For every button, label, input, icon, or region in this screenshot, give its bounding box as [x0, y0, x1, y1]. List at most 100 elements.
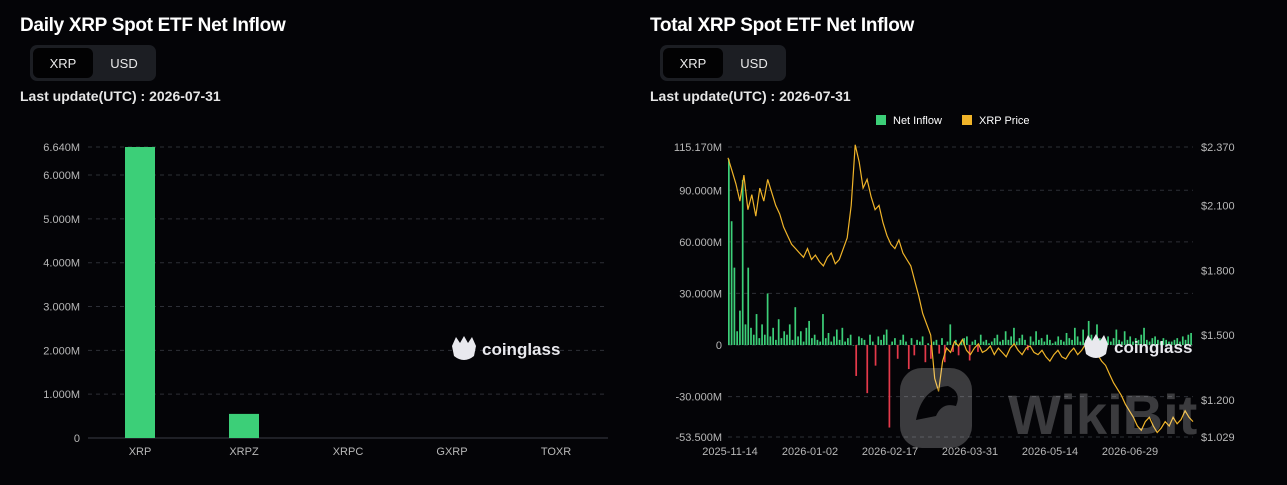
total-inflow-bar: [905, 341, 907, 346]
daily-bar: [229, 413, 259, 438]
total-x-tick-label: 2025-11-14: [702, 446, 757, 458]
total-inflow-bar: [891, 341, 894, 346]
total-inflow-bar: [1073, 327, 1076, 346]
total-inflow-bar: [1079, 341, 1082, 346]
total-inflow-bar: [1109, 341, 1112, 346]
total-inflow-bar: [1112, 338, 1115, 346]
total-inflow-bar: [1015, 341, 1018, 346]
total-inflow-bar: [769, 336, 772, 346]
total-inflow-bar: [993, 338, 996, 346]
total-inflow-bar: [1076, 336, 1079, 346]
total-inflow-bar: [1087, 320, 1090, 346]
total-inflow-bar: [772, 327, 775, 346]
total-unit-toggle: XRP USD: [660, 45, 786, 81]
total-left-y-tick-label: 0: [716, 340, 722, 352]
wikibit-watermark-text: WikiBit: [1008, 383, 1197, 446]
total-inflow-bar: [841, 327, 844, 346]
total-inflow-bar: [869, 334, 871, 346]
total-inflow-bar: [1132, 341, 1134, 346]
total-inflow-bar: [1168, 341, 1170, 346]
total-inflow-bar: [1129, 336, 1132, 346]
total-inflow-bar: [797, 336, 799, 346]
total-inflow-bar: [1090, 334, 1093, 346]
total-inflow-bar: [811, 338, 813, 346]
daily-y-tick-label: 6.000M: [43, 170, 80, 182]
daily-inflow-bar-chart: 0 1.000M 2.000M 3.000M 4.000M 5.000M 6.000M 6.6…: [43, 142, 608, 458]
total-inflow-bar: [896, 345, 899, 359]
total-inflow-bar: [877, 336, 880, 346]
total-inflow-bar: [763, 334, 766, 346]
total-legend: Net Inflow XRP Price: [876, 115, 1030, 127]
total-inflow-bar: [761, 324, 763, 346]
total-inflow-bar: [977, 345, 979, 352]
total-inflow-bar: [1134, 338, 1137, 346]
total-x-tick-label: 2026-05-14: [1022, 446, 1078, 458]
total-inflow-bar: [847, 338, 849, 346]
daily-y-tick-label: 5.000M: [43, 214, 80, 226]
total-inflow-bar: [824, 338, 827, 346]
total-inflow-bar: [894, 338, 896, 346]
total-inflow-bar: [916, 339, 918, 346]
total-inflow-bar: [974, 339, 977, 346]
daily-y-tick-label: 0: [74, 433, 80, 445]
total-inflow-bar: [1038, 339, 1040, 346]
total-inflow-bar: [899, 339, 902, 346]
total-inflow-bar: [788, 324, 791, 346]
wikibit-logo-icon: [900, 368, 972, 448]
total-inflow-bar: [858, 336, 860, 346]
total-inflow-bar: [1187, 334, 1190, 346]
coinglass-logo-icon: [452, 336, 476, 360]
total-last-update: Last update(UTC) : 2026-07-31: [650, 88, 851, 104]
total-inflow-bar: [819, 341, 822, 346]
total-xrp-unit-button[interactable]: XRP: [663, 48, 723, 78]
total-inflow-bar: [1024, 339, 1026, 346]
total-right-y-tick-label: $1.200: [1201, 395, 1235, 407]
total-inflow-bar: [952, 345, 954, 352]
total-inflow-panel: Total XRP Spot ETF Net Inflow XRP USD La…: [630, 0, 1287, 485]
total-inflow-bar: [747, 267, 750, 346]
total-inflow-bar: [813, 334, 816, 346]
total-inflow-bar: [860, 338, 863, 346]
total-inflow-bar: [838, 339, 841, 346]
total-inflow-bar: [1071, 339, 1073, 346]
total-inflow-bar: [755, 314, 758, 346]
xrp-price-line: [727, 144, 1194, 434]
total-inflow-bar: [1068, 338, 1071, 346]
legend-net-inflow-swatch: [876, 115, 886, 125]
daily-y-tick-label: 6.640M: [43, 142, 80, 154]
total-inflow-bar: [1021, 334, 1024, 346]
total-right-y-tick-label: $1.029: [1201, 432, 1235, 444]
total-inflow-bar: [874, 345, 877, 366]
total-inflow-bar: [1004, 331, 1007, 346]
total-inflow-bar: [1173, 339, 1176, 346]
daily-x-tick-label: GXRP: [436, 446, 467, 458]
total-inflow-bar: [871, 341, 874, 346]
coinglass-logo-icon: [1084, 334, 1108, 358]
total-inflow-bar: [1190, 332, 1192, 346]
total-inflow-bar: [1018, 338, 1021, 346]
total-inflow-bar: [1154, 336, 1156, 346]
total-inflow-bar: [758, 338, 761, 346]
total-x-tick-label: 2026-03-31: [942, 446, 998, 458]
daily-x-tick-label: TOXR: [541, 446, 571, 458]
total-inflow-bar: [1179, 341, 1181, 346]
daily-x-tick-label: XRPZ: [229, 446, 259, 458]
total-inflow-bar: [1157, 339, 1159, 346]
total-inflow-bar: [752, 334, 755, 346]
total-inflow-bar: [844, 341, 846, 346]
daily-x-tick-label: XRPC: [333, 446, 364, 458]
total-inflow-bar: [739, 310, 741, 346]
total-inflow-bar: [866, 345, 869, 394]
total-inflow-bar: [996, 334, 999, 346]
total-left-y-tick-label: 60.000M: [679, 237, 722, 249]
daily-usd-unit-button[interactable]: USD: [110, 55, 138, 71]
total-inflow-bar: [786, 334, 788, 346]
total-usd-unit-button[interactable]: USD: [740, 55, 768, 71]
total-inflow-bar: [1184, 339, 1187, 346]
total-left-y-tick-label: 30.000M: [679, 288, 722, 300]
total-inflow-bar: [1010, 336, 1013, 346]
total-inflow-bar: [1082, 329, 1085, 346]
daily-xrp-unit-button[interactable]: XRP: [33, 48, 93, 78]
total-inflow-bar: [1062, 341, 1065, 346]
total-inflow-bar: [744, 324, 747, 346]
